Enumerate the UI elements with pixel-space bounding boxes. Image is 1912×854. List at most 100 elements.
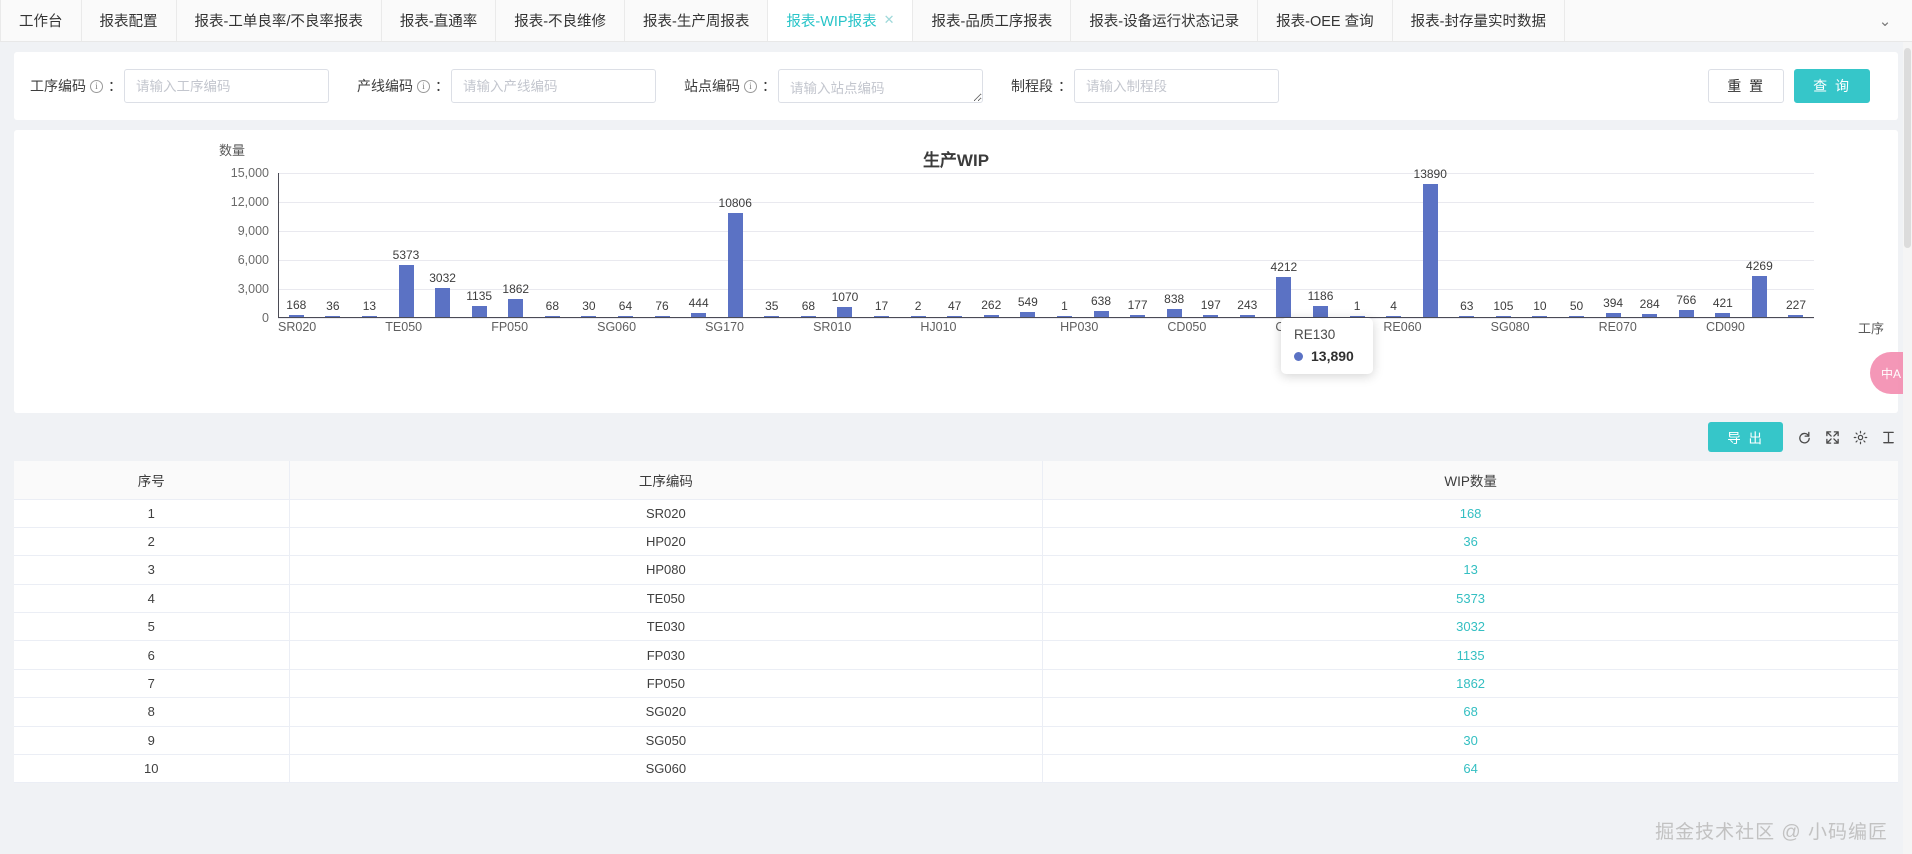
- table-cell-wip[interactable]: 1135: [1042, 640, 1898, 670]
- bar-slot[interactable]: 36: [315, 173, 352, 317]
- bar-slot[interactable]: 227: [1778, 173, 1815, 317]
- chart-bar[interactable]: [1276, 276, 1292, 317]
- table-cell-wip[interactable]: 5373: [1042, 584, 1898, 614]
- chart-bar[interactable]: [325, 316, 341, 317]
- tab-item[interactable]: 报表-直通率: [381, 0, 497, 41]
- bar-slot[interactable]: 1135: [461, 173, 498, 317]
- table-cell-wip[interactable]: 30: [1042, 726, 1898, 756]
- reset-button[interactable]: 重 置: [1708, 69, 1785, 103]
- page-scrollbar-thumb[interactable]: [1904, 48, 1911, 248]
- bar-slot[interactable]: 243: [1229, 173, 1266, 317]
- chart-bar[interactable]: [691, 312, 707, 317]
- tab-close-icon[interactable]: ✕: [883, 13, 895, 28]
- bar-slot[interactable]: 1862: [497, 173, 534, 317]
- table-row[interactable]: 7 FP050 1862: [14, 669, 1898, 699]
- info-icon[interactable]: i: [417, 79, 430, 93]
- bar-slot[interactable]: 838: [1156, 173, 1193, 317]
- table-column-header[interactable]: 工序编码: [289, 461, 1044, 500]
- bar-slot[interactable]: 68: [790, 173, 827, 317]
- bar-slot[interactable]: 444: [680, 173, 717, 317]
- table-cell-wip[interactable]: 36: [1042, 527, 1898, 557]
- bar-slot[interactable]: 1: [1339, 173, 1376, 317]
- bar-slot[interactable]: 394: [1595, 173, 1632, 317]
- table-row[interactable]: 4 TE050 5373: [14, 584, 1898, 614]
- chart-bar[interactable]: [288, 315, 304, 317]
- chart-bar[interactable]: [1020, 311, 1036, 317]
- chart-bar[interactable]: [1605, 313, 1621, 317]
- chart-bar[interactable]: [1166, 308, 1182, 317]
- bar-slot[interactable]: 68: [534, 173, 571, 317]
- table-row[interactable]: 2 HP020 36: [14, 527, 1898, 557]
- chart-bar[interactable]: [1715, 312, 1731, 317]
- bar-slot[interactable]: 421: [1705, 173, 1742, 317]
- chart-bar[interactable]: [1495, 316, 1511, 317]
- bar-slot[interactable]: 10: [1522, 173, 1559, 317]
- page-scrollbar[interactable]: [1903, 42, 1912, 854]
- table-row[interactable]: 10 SG060 64: [14, 754, 1898, 784]
- bar-slot[interactable]: 1070: [827, 173, 864, 317]
- bar-slot[interactable]: 549: [1010, 173, 1047, 317]
- chart-bar[interactable]: [764, 316, 780, 317]
- tab-item[interactable]: 报表-封存量实时数据: [1392, 0, 1565, 41]
- chart-bar[interactable]: [581, 316, 597, 317]
- bar-slot[interactable]: 50: [1558, 173, 1595, 317]
- chart-bar[interactable]: [727, 213, 743, 317]
- bar-slot[interactable]: 262: [973, 173, 1010, 317]
- chart-bar[interactable]: [1532, 316, 1548, 317]
- chart-bar[interactable]: [1130, 315, 1146, 317]
- bar-slot[interactable]: 13890: [1412, 167, 1449, 317]
- chart-bar[interactable]: [1349, 316, 1365, 317]
- table-row[interactable]: 8 SG020 68: [14, 697, 1898, 727]
- filter-input[interactable]: [778, 69, 983, 103]
- info-icon[interactable]: i: [90, 79, 103, 93]
- chart-bar[interactable]: [1422, 183, 1438, 317]
- bar-slot[interactable]: 4212: [1266, 173, 1303, 317]
- chart-bar[interactable]: [1459, 316, 1475, 317]
- bar-slot[interactable]: 177: [1119, 173, 1156, 317]
- tab-item[interactable]: 报表-工单良率/不良率报表: [176, 0, 382, 41]
- info-icon[interactable]: i: [744, 79, 757, 93]
- bar-slot[interactable]: 197: [1192, 173, 1229, 317]
- chart-bar[interactable]: [508, 299, 524, 317]
- chart-bar[interactable]: [398, 265, 414, 317]
- table-cell-wip[interactable]: 168: [1042, 499, 1898, 528]
- chart-bar[interactable]: [1788, 314, 1804, 317]
- refresh-icon[interactable]: [1797, 430, 1812, 445]
- settings-icon[interactable]: [1853, 430, 1868, 445]
- chart-bar[interactable]: [800, 316, 816, 317]
- tab-item[interactable]: 报表-生产周报表: [625, 0, 769, 41]
- export-button[interactable]: 导 出: [1708, 422, 1783, 452]
- chart-bar[interactable]: [1678, 309, 1694, 317]
- chart-bar[interactable]: [544, 316, 560, 317]
- bar-slot[interactable]: 30: [571, 173, 608, 317]
- tab-item[interactable]: 报表-不良维修: [496, 0, 626, 41]
- bar-slot[interactable]: 4269: [1741, 173, 1778, 317]
- tab-item[interactable]: 报表配置: [81, 0, 177, 41]
- table-row[interactable]: 5 TE030 3032: [14, 612, 1898, 642]
- tab-item[interactable]: 报表-品质工序报表: [913, 0, 1072, 41]
- bar-slot[interactable]: 4: [1375, 173, 1412, 317]
- bar-slot[interactable]: 3032: [424, 173, 461, 317]
- table-column-header[interactable]: WIP数量: [1042, 461, 1898, 500]
- bar-slot[interactable]: 64: [607, 173, 644, 317]
- bar-slot[interactable]: 5373: [388, 173, 425, 317]
- chart-bar[interactable]: [654, 316, 670, 317]
- table-cell-wip[interactable]: 64: [1042, 754, 1898, 784]
- bar-slot[interactable]: 168: [278, 173, 315, 317]
- table-cell-wip[interactable]: 1862: [1042, 669, 1898, 699]
- tab-item[interactable]: 工作台: [0, 0, 82, 41]
- table-cell-wip[interactable]: 13: [1042, 555, 1898, 585]
- bar-slot[interactable]: 1: [1046, 173, 1083, 317]
- chart-bar[interactable]: [1056, 316, 1072, 317]
- chart-bar[interactable]: [1203, 315, 1219, 317]
- bar-slot[interactable]: 1186: [1302, 173, 1339, 317]
- chart-bar[interactable]: [1569, 316, 1585, 317]
- table-cell-wip[interactable]: 68: [1042, 697, 1898, 727]
- chart-bar[interactable]: [874, 316, 890, 317]
- chart-bar[interactable]: [837, 306, 853, 317]
- bar-slot[interactable]: 638: [1083, 173, 1120, 317]
- chart-bar[interactable]: [471, 306, 487, 317]
- bar-slot[interactable]: 13: [351, 173, 388, 317]
- bar-slot[interactable]: 35: [754, 173, 791, 317]
- chart-bar[interactable]: [1239, 314, 1255, 317]
